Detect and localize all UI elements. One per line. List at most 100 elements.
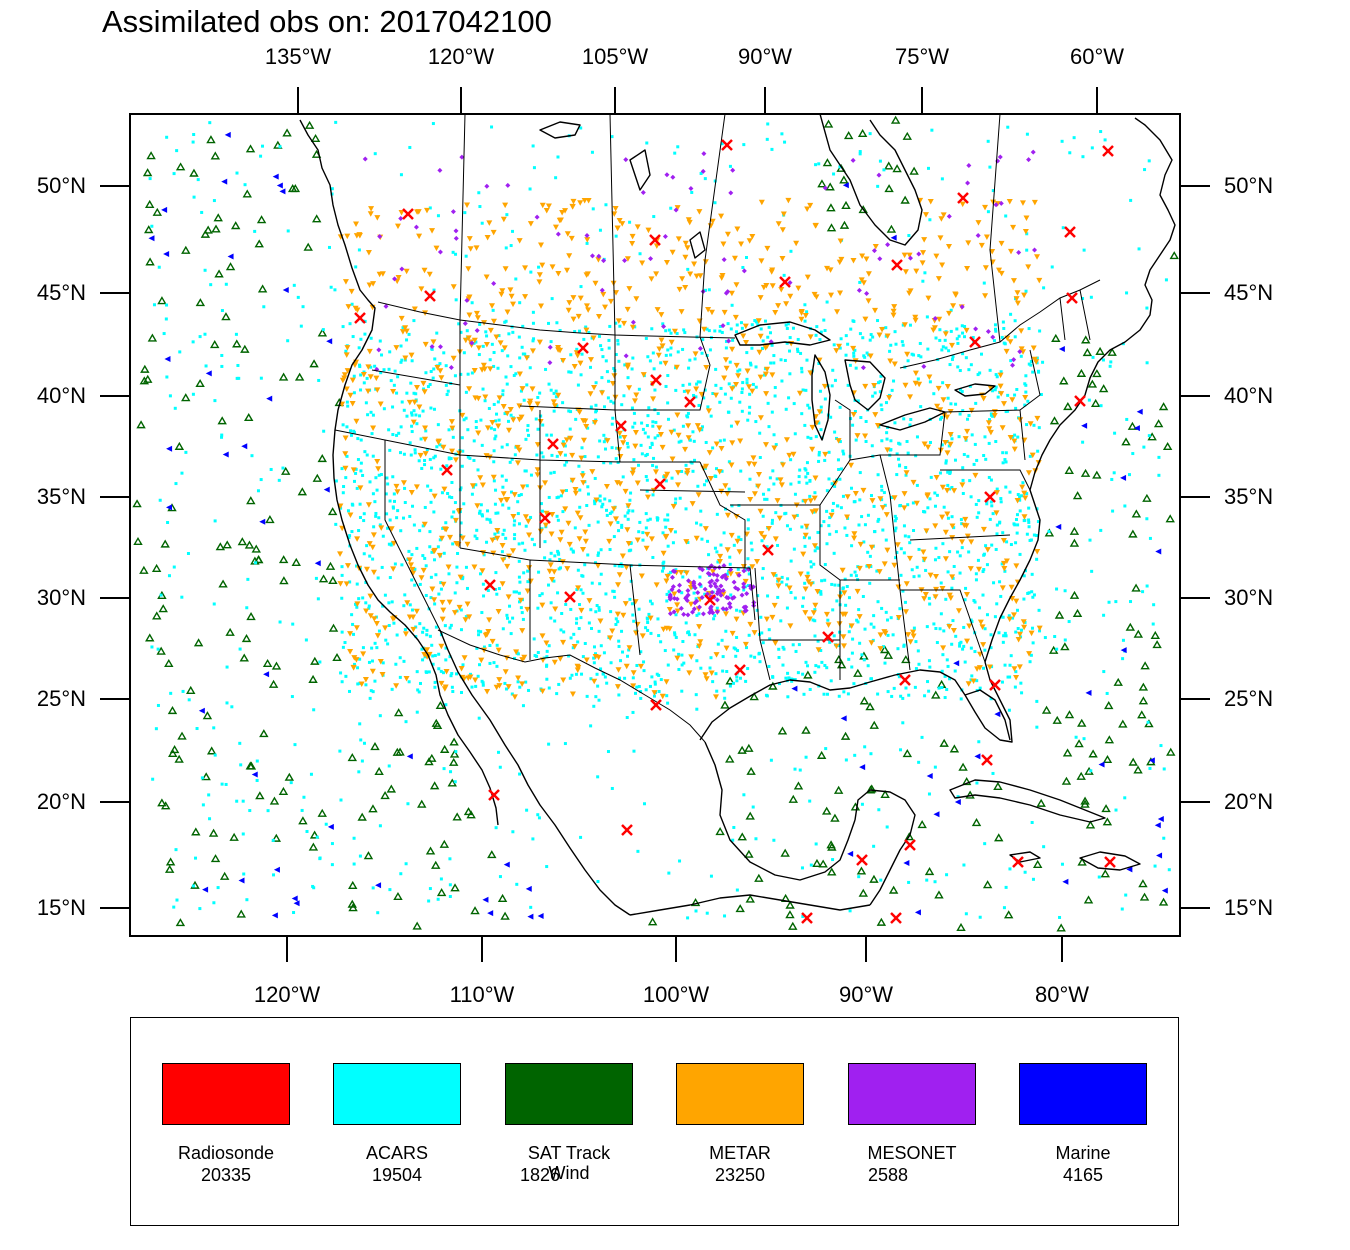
- acars-marker: [638, 252, 642, 256]
- acars-marker: [443, 624, 447, 628]
- metar-marker: [717, 553, 724, 560]
- acars-marker: [511, 616, 515, 620]
- acars-marker: [511, 330, 515, 334]
- acars-marker: [977, 511, 981, 515]
- acars-marker: [359, 469, 363, 473]
- metar-marker: [399, 329, 406, 335]
- acars-marker: [540, 509, 544, 513]
- acars-marker: [745, 377, 749, 381]
- acars-marker: [405, 391, 409, 395]
- acars-marker: [491, 308, 495, 312]
- marine-marker: [222, 451, 229, 458]
- metar-marker: [982, 265, 989, 271]
- acars-marker: [175, 898, 179, 902]
- acars-marker: [651, 424, 655, 428]
- acars-marker: [364, 683, 368, 687]
- acars-marker: [826, 618, 830, 622]
- sat-track-wind-marker: [291, 557, 301, 566]
- sat-track-wind-marker: [821, 806, 832, 815]
- acars-marker: [610, 446, 614, 450]
- metar-marker: [445, 564, 452, 570]
- acars-marker: [399, 173, 403, 177]
- metar-marker: [578, 455, 585, 462]
- metar-marker: [905, 632, 912, 638]
- metar-marker: [504, 309, 511, 316]
- acars-marker: [975, 781, 979, 785]
- acars-marker: [853, 753, 857, 757]
- metar-marker: [366, 348, 373, 355]
- acars-marker: [845, 584, 849, 588]
- acars-marker: [781, 663, 785, 667]
- metar-marker: [650, 396, 657, 402]
- bottom-lon-label-100w: 100°W: [642, 982, 710, 1007]
- acars-marker: [594, 403, 598, 407]
- acars-marker: [1013, 335, 1017, 339]
- acars-marker: [492, 661, 496, 665]
- acars-marker: [770, 147, 774, 151]
- acars-marker: [384, 492, 388, 496]
- metar-marker: [828, 512, 835, 519]
- acars-marker: [410, 608, 414, 612]
- acars-marker: [765, 497, 769, 501]
- sat-track-wind-marker: [1092, 470, 1102, 479]
- metar-marker: [828, 292, 835, 299]
- metar-marker: [516, 371, 523, 377]
- radiosonde-marker: [1074, 395, 1086, 407]
- acars-marker: [594, 409, 598, 413]
- acars-marker: [465, 329, 469, 333]
- acars-marker: [203, 332, 207, 336]
- metar-marker: [743, 340, 750, 346]
- acars-marker: [612, 535, 616, 539]
- acars-marker: [632, 619, 636, 623]
- metar-marker: [686, 219, 693, 226]
- sat-track-wind-marker: [317, 453, 327, 463]
- sat-track-wind-marker: [858, 205, 868, 214]
- acars-marker: [920, 735, 924, 739]
- acars-marker: [629, 491, 633, 495]
- metar-marker: [862, 383, 869, 390]
- acars-marker: [581, 655, 585, 659]
- acars-marker: [604, 359, 608, 363]
- mesonet-marker: [437, 249, 443, 255]
- acars-marker: [817, 421, 821, 425]
- acars-marker: [852, 354, 856, 358]
- acars-marker: [581, 591, 585, 595]
- metar-marker: [523, 355, 530, 361]
- metar-marker: [398, 315, 405, 322]
- metar-marker: [536, 339, 543, 346]
- acars-marker: [1053, 635, 1057, 639]
- acars-marker: [482, 553, 486, 557]
- acars-marker: [687, 366, 691, 370]
- acars-marker: [667, 328, 671, 332]
- acars-marker: [839, 467, 843, 471]
- acars-marker: [886, 690, 890, 694]
- acars-marker: [516, 500, 520, 504]
- marine-marker: [903, 859, 910, 866]
- acars-marker: [701, 338, 705, 342]
- radiosonde-marker: [984, 491, 996, 503]
- acars-marker: [753, 655, 757, 659]
- acars-marker: [770, 410, 774, 414]
- metar-marker: [724, 512, 731, 519]
- metar-marker: [624, 306, 631, 313]
- acars-marker: [801, 914, 805, 918]
- metar-marker: [937, 407, 944, 413]
- metar-marker: [382, 625, 389, 631]
- acars-marker: [436, 423, 440, 427]
- acars-marker: [528, 187, 532, 191]
- acars-marker: [680, 591, 684, 595]
- metar-marker: [1007, 339, 1014, 345]
- metar-marker: [548, 577, 555, 583]
- acars-marker: [507, 506, 511, 510]
- metar-marker: [494, 535, 501, 542]
- metar-marker: [807, 581, 814, 588]
- acars-marker: [614, 353, 618, 357]
- acars-marker: [647, 612, 651, 616]
- acars-marker: [767, 628, 771, 632]
- metar-marker: [705, 408, 712, 414]
- acars-marker: [946, 483, 950, 487]
- acars-marker: [746, 518, 750, 522]
- acars-marker: [241, 832, 245, 836]
- acars-marker: [162, 332, 166, 336]
- metar-marker: [489, 420, 496, 426]
